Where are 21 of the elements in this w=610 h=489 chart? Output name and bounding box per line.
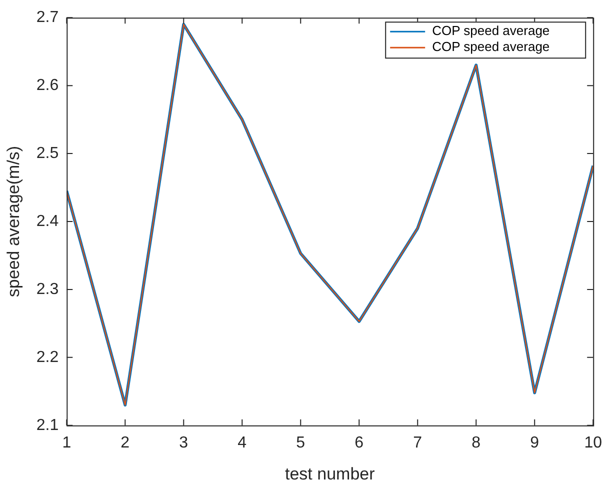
x-tick-label: 4 <box>238 434 247 452</box>
y-tick-label: 2.3 <box>36 280 59 298</box>
x-tick-label: 1 <box>62 434 72 452</box>
x-tick-label: 5 <box>296 434 306 452</box>
x-tick-label: 8 <box>472 434 481 452</box>
x-tick-label: 10 <box>584 434 602 452</box>
y-tick-label: 2.5 <box>36 144 59 162</box>
y-tick-label: 2.4 <box>36 212 59 230</box>
legend-label: COP speed average <box>432 39 550 54</box>
y-axis-title: speed average(m/s) <box>4 146 23 298</box>
y-tick-label: 2.6 <box>36 76 59 94</box>
x-axis-title: test number <box>284 464 376 484</box>
legend-label: COP speed average <box>432 23 550 38</box>
y-tick-label: 2.7 <box>36 9 59 26</box>
x-tick-label: 2 <box>120 434 130 452</box>
x-tick-label: 9 <box>530 434 540 452</box>
y-tick-label: 2.2 <box>36 348 59 366</box>
x-tick-label: 6 <box>354 434 364 452</box>
x-tick-label: 3 <box>179 434 188 452</box>
x-tick-label: 7 <box>413 434 422 452</box>
y-tick-label: 2.1 <box>36 416 59 434</box>
